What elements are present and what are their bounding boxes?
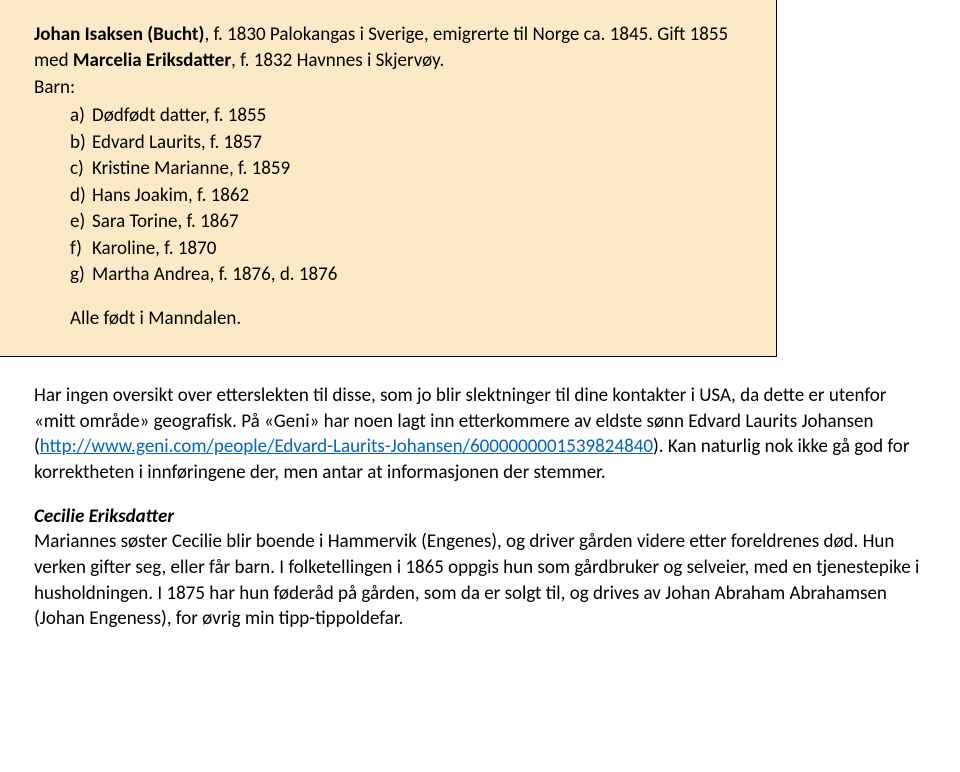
child-item: f)Karoline, f. 1870 (70, 236, 746, 263)
paragraph-1: Har ingen oversikt over etterslekten til… (34, 383, 926, 486)
child-text: Martha Andrea, f. 1876, d. 1876 (92, 263, 337, 286)
child-text: Edvard Laurits, f. 1857 (92, 131, 262, 154)
child-text: Karoline, f. 1870 (92, 237, 216, 260)
person-name-1: Johan Isaksen (Bucht) (34, 23, 204, 46)
paragraph-2: Cecilie Eriksdatter Mariannes søster Cec… (34, 504, 926, 632)
child-marker: e) (70, 209, 92, 236)
child-marker: g) (70, 262, 92, 289)
child-text: Hans Joakim, f. 1862 (92, 184, 249, 207)
child-item: e)Sara Torine, f. 1867 (70, 209, 746, 236)
children-label: Barn: (34, 75, 746, 101)
child-item: a)Dødfødt datter, f. 1855 (70, 103, 746, 130)
child-marker: b) (70, 130, 92, 157)
geni-link[interactable]: http://www.geni.com/people/Edvard-Laurit… (40, 435, 653, 458)
children-list: a)Dødfødt datter, f. 1855b)Edvard Laurit… (34, 103, 746, 289)
child-marker: a) (70, 103, 92, 130)
child-marker: d) (70, 183, 92, 210)
child-text: Kristine Marianne, f. 1859 (92, 157, 290, 180)
child-marker: c) (70, 156, 92, 183)
child-item: d)Hans Joakim, f. 1862 (70, 183, 746, 210)
p2-body: Mariannes søster Cecilie blir boende i H… (34, 530, 919, 630)
body-text: Har ingen oversikt over etterslekten til… (0, 357, 960, 632)
person-name-2: Marcelia Eriksdatter (73, 49, 231, 72)
child-item: b)Edvard Laurits, f. 1857 (70, 130, 746, 157)
birthplace-note: Alle født i Manndalen. (34, 307, 746, 330)
child-item: g)Martha Andrea, f. 1876, d. 1876 (70, 262, 746, 289)
child-text: Dødfødt datter, f. 1855 (92, 104, 266, 127)
child-item: c)Kristine Marianne, f. 1859 (70, 156, 746, 183)
child-text: Sara Torine, f. 1867 (92, 210, 239, 233)
intro-text-2: , f. 1832 Havnnes i Skjervøy. (231, 49, 444, 72)
p2-heading: Cecilie Eriksdatter (34, 505, 174, 528)
child-marker: f) (70, 236, 92, 263)
intro-paragraph: Johan Isaksen (Bucht), f. 1830 Palokanga… (34, 22, 746, 73)
genealogy-box: Johan Isaksen (Bucht), f. 1830 Palokanga… (0, 0, 777, 357)
